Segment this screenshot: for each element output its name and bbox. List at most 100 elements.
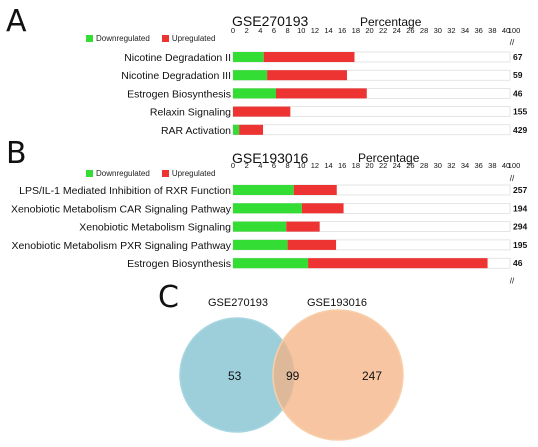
chart-b-title: GSE193016: [232, 150, 309, 166]
venn-only-b: 247: [362, 369, 383, 383]
x-tick-label: 6: [272, 26, 276, 35]
bar-downregulated: [233, 88, 276, 99]
panel-letter-b: B: [6, 136, 27, 171]
x-tick-label: 28: [420, 26, 428, 35]
x-tick-label: 26: [406, 161, 414, 170]
pathway-count: 46: [513, 88, 523, 98]
pathway-count: 46: [513, 258, 523, 268]
x-tick-label: 24: [393, 26, 401, 35]
legend-up-swatch: [161, 170, 169, 177]
legend-down-label: Downregulated: [96, 169, 150, 178]
x-tick-label: 32: [447, 26, 455, 35]
x-tick-label: 24: [393, 161, 401, 170]
row-label: RAR Activation: [161, 125, 231, 137]
chart-a-legend: Downregulated Upregulated: [86, 34, 215, 43]
bar-downregulated: [233, 203, 302, 214]
chart-a-xlabel: Percentage: [360, 15, 422, 29]
row-label: Estrogen Biosynthesis: [127, 258, 231, 270]
x-tick-label: 20: [365, 26, 373, 35]
x-tick-label: 30: [434, 26, 442, 35]
pathway-count: 195: [513, 240, 527, 250]
row-label: Xenobiotic Metabolism Signaling: [79, 222, 231, 234]
x-tick-label: 32: [447, 161, 455, 170]
legend-up-swatch: [161, 35, 169, 42]
x-tick-label: 4: [258, 161, 262, 170]
x-tick-label: 14: [324, 26, 332, 35]
panel-letter-c: C: [158, 280, 179, 315]
venn-set-b-label: GSE193016: [307, 297, 367, 309]
x-tick-label: 22: [379, 161, 387, 170]
bar-downregulated: [233, 185, 294, 195]
x-tick-label: 38: [488, 161, 496, 170]
row-label: Estrogen Biosynthesis: [127, 88, 231, 100]
x-tick-label: 2: [245, 26, 249, 35]
x-tick-label: 10: [297, 161, 305, 170]
legend-down-swatch: [86, 170, 93, 177]
venn-both: 99: [286, 369, 300, 383]
pathway-count: 155: [513, 107, 527, 117]
bar-downregulated: [233, 239, 288, 250]
row-label: Relaxin Signaling: [150, 107, 231, 119]
row-label: Nicotine Degradation II: [124, 52, 231, 64]
bar-downregulated: [233, 70, 268, 81]
x-tick-label: 100: [508, 161, 521, 170]
row-label: Xenobiotic Metabolism PXR Signaling Path…: [12, 240, 232, 252]
pathway-count: 257: [513, 185, 527, 195]
bar-downregulated: [233, 124, 240, 135]
bar-track: [232, 124, 511, 136]
venn-only-a: 53: [228, 369, 242, 383]
x-tick-label: 38: [488, 26, 496, 35]
bar-upregulated: [308, 258, 488, 269]
row-label: LPS/IL-1 Mediated Inhibition of RXR Func…: [19, 185, 231, 197]
x-tick-label: 16: [338, 26, 346, 35]
row-label: Nicotine Degradation III: [121, 70, 231, 82]
x-tick-label: 30: [434, 161, 442, 170]
legend-up-label: Upregulated: [171, 34, 216, 43]
chart-b-legend: Downregulated Upregulated: [86, 169, 215, 178]
x-tick-label: 40: [502, 161, 510, 170]
axis-break-mark: //: [510, 277, 515, 286]
x-tick-label: 2: [245, 161, 249, 170]
x-tick-label: 34: [461, 26, 469, 35]
x-tick-label: 36: [475, 26, 483, 35]
x-tick-label: 28: [420, 161, 428, 170]
venn-circle-b: [272, 309, 404, 441]
x-tick-label: 0: [231, 161, 235, 170]
bar-upregulated: [233, 106, 291, 117]
venn-set-a-label: GSE270193: [208, 297, 268, 309]
x-tick-label: 8: [286, 161, 290, 170]
x-tick-label: 4: [258, 26, 262, 35]
pathway-count: 429: [513, 125, 527, 135]
x-tick-label: 12: [311, 161, 319, 170]
bar-upregulated: [293, 185, 337, 195]
bar-downregulated: [233, 258, 309, 269]
x-tick-label: 10: [297, 26, 305, 35]
x-tick-label: 100: [508, 26, 521, 35]
bar-upregulated: [287, 239, 337, 250]
legend-down-swatch: [86, 35, 93, 42]
legend-up-label: Upregulated: [171, 169, 216, 178]
x-tick-label: 16: [338, 161, 346, 170]
bar-upregulated: [263, 52, 355, 62]
x-tick-label: 18: [352, 26, 360, 35]
axis-break-mark: //: [510, 174, 515, 183]
x-tick-label: 12: [311, 26, 319, 35]
pathway-count: 294: [513, 222, 527, 232]
x-tick-label: 6: [272, 161, 276, 170]
axis-break-mark: //: [510, 38, 515, 47]
x-tick-label: 34: [461, 161, 469, 170]
x-tick-label: 14: [324, 161, 332, 170]
bar-downregulated: [233, 221, 287, 232]
x-tick-label: 36: [475, 161, 483, 170]
x-tick-label: 8: [286, 26, 290, 35]
row-label: Xenobiotic Metabolism CAR Signaling Path…: [11, 203, 232, 215]
x-tick-label: 20: [365, 161, 373, 170]
panel-letter-a: A: [6, 4, 27, 39]
x-tick-label: 0: [231, 26, 235, 35]
pathway-count: 59: [513, 70, 523, 80]
bar-upregulated: [275, 88, 367, 99]
bar-upregulated: [301, 203, 344, 214]
pathway-count: 194: [513, 203, 527, 213]
bar-upregulated: [286, 221, 320, 232]
